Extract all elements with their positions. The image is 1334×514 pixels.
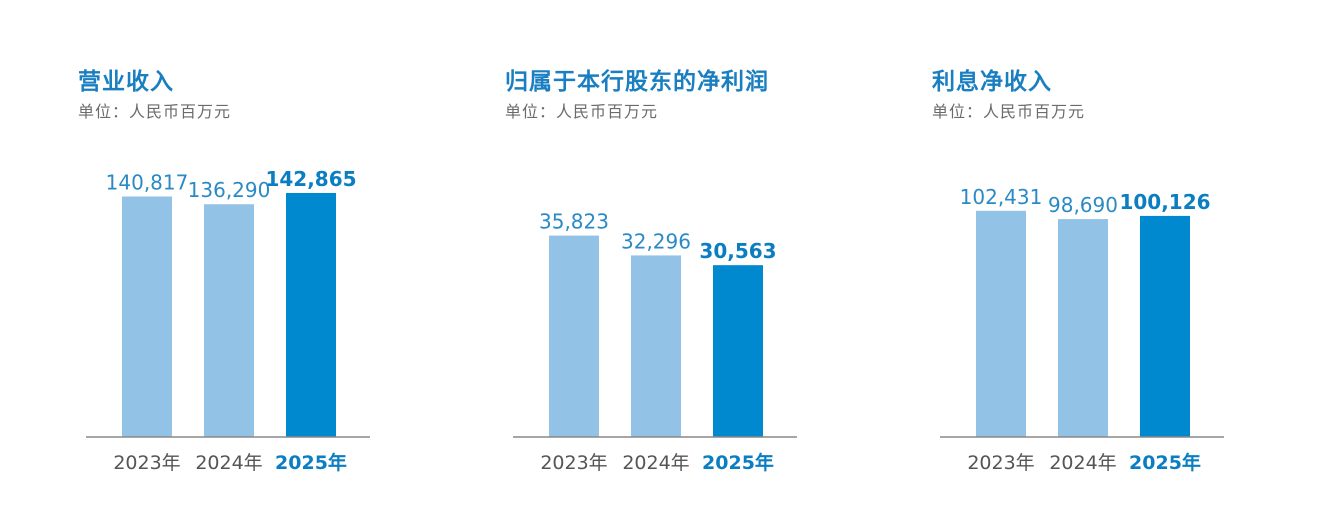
category-label-0: 2023年 [540,452,607,474]
category-label-0: 2023年 [113,452,180,474]
data-label-2: 142,865 [265,167,356,191]
category-label-2: 2025年 [1129,451,1201,474]
data-label-1: 136,290 [188,178,271,202]
category-label-1: 2024年 [1049,452,1116,474]
bar-chart-net-interest-income: 102,431 2023年 98,690 2024年 100,126 2025年 [940,185,1224,474]
data-label-1: 32,296 [621,229,691,253]
bar-chart-net-profit: 35,823 2023年 32,296 2024年 30,563 2025年 [513,210,797,474]
bar-chart-revenue: 140,817 2023年 136,290 2024年 142,865 2025年 [86,167,370,474]
bar-1 [631,255,681,437]
bar-1 [204,204,254,437]
bar-0 [549,235,599,437]
data-label-1: 98,690 [1048,193,1118,217]
bar-2 [1140,215,1190,437]
bar-2 [713,265,763,437]
category-label-2: 2025年 [702,451,774,474]
bar-2 [286,193,336,437]
data-label-0: 102,431 [960,185,1043,209]
chart-panel-net-interest-income: 利息净收入 单位：人民币百万元 102,431 2023年 98,690 2024年 1… [932,0,1232,514]
category-label-2: 2025年 [275,451,347,474]
chart-title: 营业收入 [78,69,174,95]
bar-1 [1058,219,1108,437]
bar-0 [122,196,172,437]
bar-0 [976,210,1026,437]
chart-title: 利息净收入 [932,69,1052,95]
category-label-0: 2023年 [967,452,1034,474]
category-label-1: 2024年 [622,452,689,474]
data-label-2: 30,563 [699,239,776,263]
category-label-1: 2024年 [195,452,262,474]
chart-unit-label: 单位：人民币百万元 [78,102,232,121]
chart-panel-net-profit: 归属于本行股东的净利润 单位：人民币百万元 35,823 2023年 32,296 2… [505,0,805,514]
chart-unit-label: 单位：人民币百万元 [505,102,659,121]
chart-unit-label: 单位：人民币百万元 [932,102,1086,121]
chart-panel-revenue: 营业收入 单位：人民币百万元 140,817 2023年 136,290 2024年 1… [78,0,378,514]
data-label-2: 100,126 [1119,190,1210,214]
chart-title: 归属于本行股东的净利润 [505,69,769,95]
data-label-0: 35,823 [539,210,609,234]
data-label-0: 140,817 [106,170,189,194]
